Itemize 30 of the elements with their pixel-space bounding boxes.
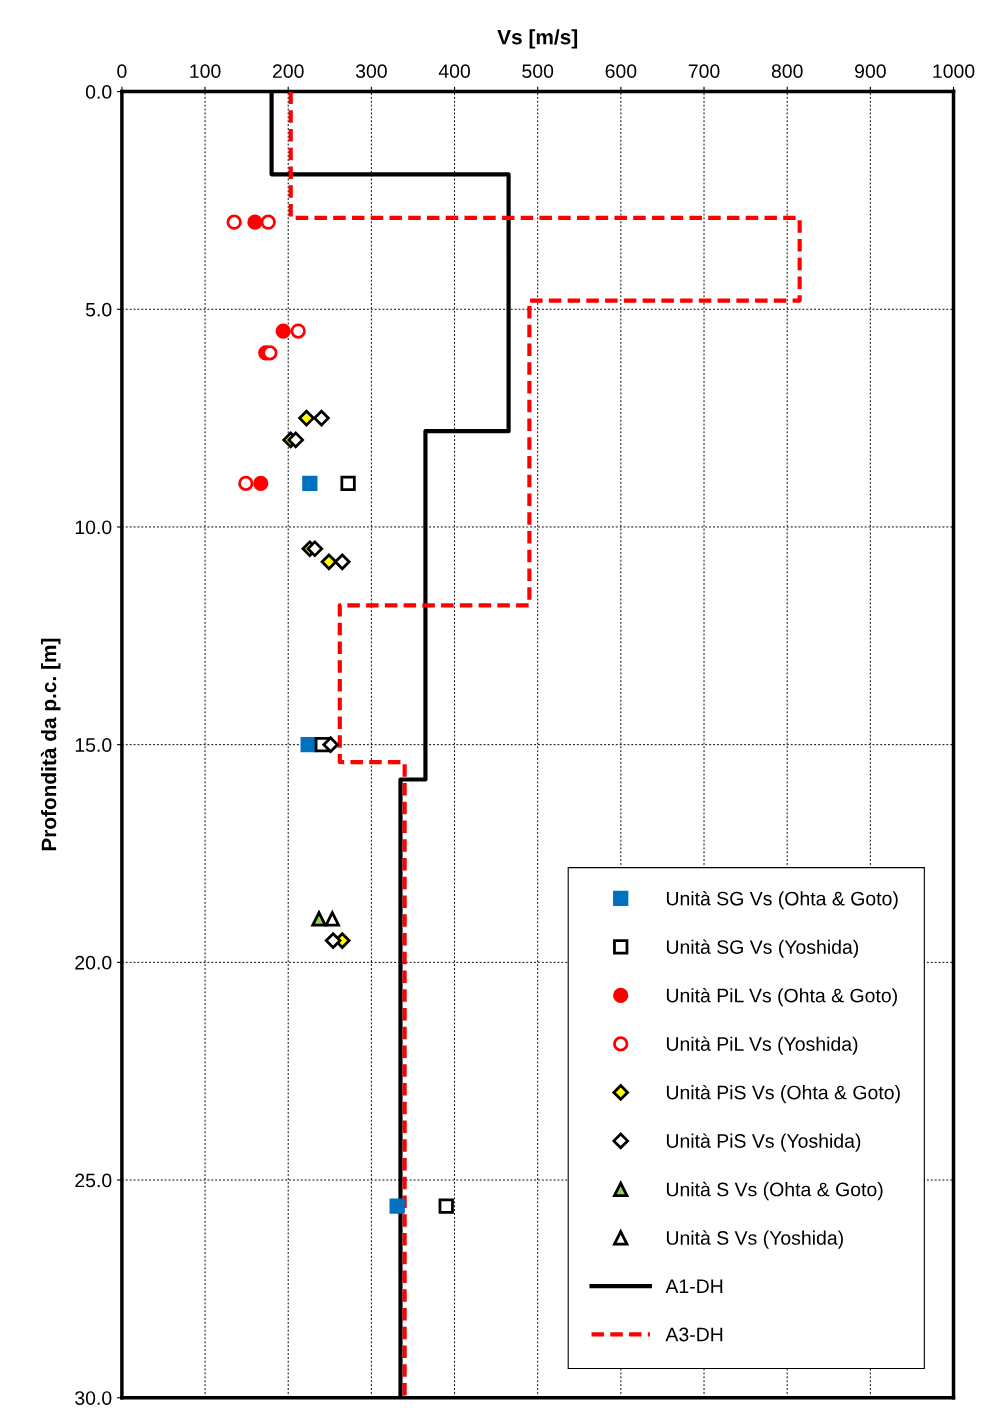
legend-label: Unità SG Vs (Yoshida) (666, 939, 859, 958)
legend-label: Unità S Vs (Yoshida) (666, 1230, 843, 1249)
y-tick-label: 20.0 (75, 955, 112, 970)
y-tick-label: 5.0 (85, 302, 112, 317)
legend-label: Unità PiL Vs (Yoshida) (666, 1036, 858, 1055)
y-tick-label: 10.0 (75, 520, 112, 535)
legend-label: Unità SG Vs (Ohta & Goto) (666, 890, 898, 910)
x-tick-label: 100 (190, 64, 221, 79)
x-tick-label: 600 (605, 64, 637, 79)
y-tick-label: 30.0 (75, 1391, 112, 1405)
x-tick-label: 400 (438, 64, 470, 79)
x-tick-label: 300 (355, 64, 387, 79)
x-tick-label: 0 (117, 64, 127, 79)
legend-label: Unità PiS Vs (Ohta & Goto) (666, 1084, 900, 1104)
x-tick-label: 1000 (933, 64, 975, 79)
x-axis-title: Vs [m/s] (497, 29, 578, 49)
legend-label: A3-DH (665, 1327, 723, 1342)
x-tick-label: 800 (771, 64, 803, 79)
x-tick-label: 500 (522, 64, 554, 79)
y-tick-label: 15.0 (75, 738, 112, 752)
x-tick-label: 900 (855, 64, 886, 79)
legend-label: Unità PiL Vs (Ohta & Goto) (666, 987, 897, 1007)
y-tick-label: 25.0 (75, 1173, 112, 1188)
y-axis-title: Profondità da p.c. [m] (40, 638, 61, 851)
legend-label: A1-DH (665, 1279, 723, 1293)
x-tick-label: 700 (688, 64, 720, 79)
legend-label: Unità PiS Vs (Yoshida) (666, 1133, 861, 1152)
y-tick-label: 0.0 (85, 85, 112, 99)
x-tick-label: 200 (272, 64, 304, 79)
legend-label: Unità S Vs (Ohta & Goto) (666, 1181, 883, 1201)
